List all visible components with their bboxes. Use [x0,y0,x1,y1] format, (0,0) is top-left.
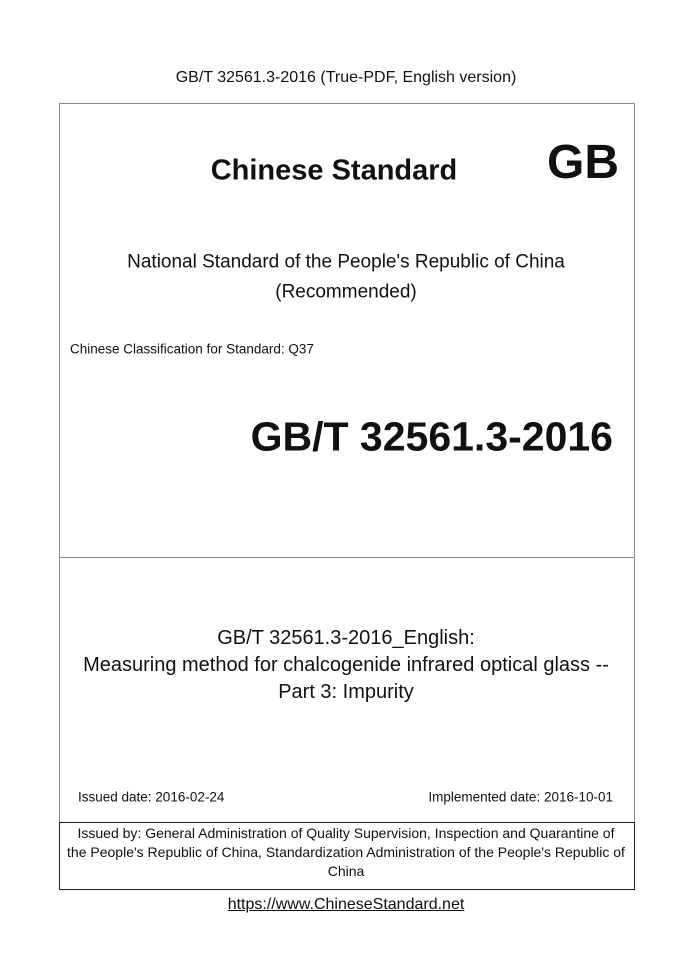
national-standard: National Standard of the People's Republ… [127,251,565,273]
issuer: China [327,863,365,879]
standard-code: GB/T 32561.3-2016 [250,413,613,460]
page-header: GB/T 32561.3-2016 (True-PDF, English ver… [175,69,517,86]
issuer: Issued by: General Administration of Qua… [77,825,615,841]
website-link[interactable]: https://www.ChineseStandard.net [227,896,465,913]
document-title: GB/T 32561.3-2016_English: [217,627,475,649]
national-standard: (Recommended) [275,281,417,303]
implemented-date: Implemented date: 2016-10-01 [428,789,613,805]
issuer: the People's Republic of China, Standard… [67,844,625,860]
document-title: Measuring method for chalcogenide infrar… [83,654,609,676]
issued-date: Issued date: 2016-02-24 [78,789,225,805]
cover-top-box [59,103,635,558]
standard-mark: GB [547,136,619,189]
issuer-box [59,822,635,890]
standard-label: Chinese Standard [210,154,458,187]
document-title: Part 3: Impurity [278,681,414,703]
classification: Chinese Classification for Standard: Q37 [70,341,314,357]
